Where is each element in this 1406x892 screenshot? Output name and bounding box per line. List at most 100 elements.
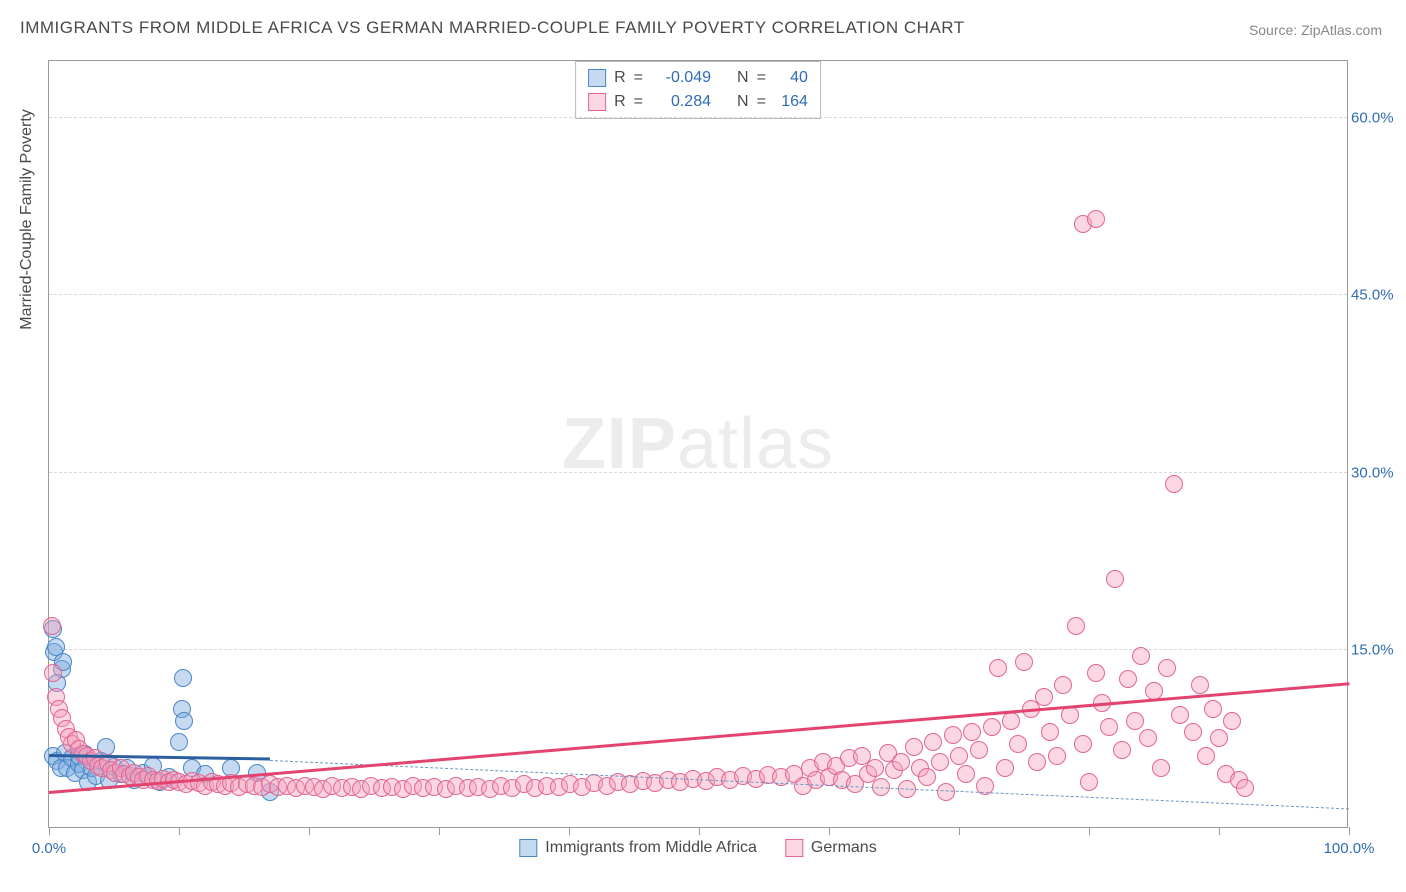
scatter-point [1158, 659, 1176, 677]
scatter-point [1119, 670, 1137, 688]
scatter-point [931, 753, 949, 771]
stat-n-symbol: N [737, 90, 749, 114]
chart-plot-area: ZIPatlas R = -0.049 N = 40 R = 0.284 N =… [48, 60, 1348, 828]
scatter-point [1171, 706, 1189, 724]
scatter-point [1087, 664, 1105, 682]
x-tick [829, 827, 830, 835]
scatter-point [1041, 723, 1059, 741]
stat-r-value: -0.049 [651, 66, 711, 90]
scatter-point [1015, 653, 1033, 671]
stat-n-value: 40 [774, 66, 808, 90]
scatter-point [866, 759, 884, 777]
scatter-point [989, 659, 1007, 677]
scatter-point [1165, 475, 1183, 493]
bottom-legend: Immigrants from Middle Africa Germans [519, 839, 876, 857]
scatter-point [170, 733, 188, 751]
x-tick [309, 827, 310, 835]
x-tick [1089, 827, 1090, 835]
y-axis-label: Married-Couple Family Poverty [18, 109, 36, 330]
chart-title: IMMIGRANTS FROM MIDDLE AFRICA VS GERMAN … [20, 18, 965, 38]
scatter-point [1191, 676, 1209, 694]
scatter-point [174, 669, 192, 687]
x-tick [439, 827, 440, 835]
stat-n-symbol: N [737, 66, 749, 90]
scatter-point [1126, 712, 1144, 730]
correlation-stats-box: R = -0.049 N = 40 R = 0.284 N = 164 [575, 61, 821, 119]
scatter-point [1035, 688, 1053, 706]
scatter-point [1054, 676, 1072, 694]
scatter-point [918, 768, 936, 786]
x-tick [179, 827, 180, 835]
scatter-point [1048, 747, 1066, 765]
scatter-point [924, 733, 942, 751]
stats-row: R = -0.049 N = 40 [588, 66, 808, 90]
scatter-point [1028, 753, 1046, 771]
scatter-point [1113, 741, 1131, 759]
y-tick-label: 45.0% [1351, 287, 1406, 304]
scatter-point [892, 753, 910, 771]
scatter-point [957, 765, 975, 783]
stats-row: R = 0.284 N = 164 [588, 90, 808, 114]
swatch-series-a [519, 839, 537, 857]
scatter-point [1067, 617, 1085, 635]
scatter-point [43, 617, 61, 635]
stat-r-value: 0.284 [651, 90, 711, 114]
scatter-point [175, 712, 193, 730]
scatter-point [1106, 570, 1124, 588]
scatter-point [1087, 210, 1105, 228]
x-tick [1219, 827, 1220, 835]
source-prefix: Source: [1249, 22, 1301, 38]
scatter-point [1204, 700, 1222, 718]
y-tick-label: 30.0% [1351, 464, 1406, 481]
scatter-point [1152, 759, 1170, 777]
stat-eq: = [757, 66, 766, 90]
stat-r-symbol: R [614, 90, 626, 114]
x-tick [569, 827, 570, 835]
scatter-point [1074, 735, 1092, 753]
x-tick [959, 827, 960, 835]
scatter-point [1223, 712, 1241, 730]
gridline [49, 649, 1347, 650]
legend-item: Immigrants from Middle Africa [519, 839, 757, 857]
scatter-point [44, 664, 62, 682]
legend-label: Immigrants from Middle Africa [545, 839, 757, 857]
x-tick-label-max: 100.0% [1324, 840, 1375, 857]
watermark: ZIPatlas [562, 403, 834, 485]
gridline [49, 472, 1347, 473]
scatter-point [950, 747, 968, 765]
gridline [49, 117, 1347, 118]
stat-eq: = [757, 90, 766, 114]
scatter-point [1210, 729, 1228, 747]
scatter-point [1184, 723, 1202, 741]
source-attribution: Source: ZipAtlas.com [1249, 22, 1382, 38]
scatter-point [1197, 747, 1215, 765]
stat-r-symbol: R [614, 66, 626, 90]
x-tick [49, 827, 50, 835]
y-tick-label: 15.0% [1351, 641, 1406, 658]
x-tick [699, 827, 700, 835]
scatter-point [905, 738, 923, 756]
scatter-point [1236, 779, 1254, 797]
scatter-point [1009, 735, 1027, 753]
swatch-series-a [588, 69, 606, 87]
y-tick-label: 60.0% [1351, 110, 1406, 127]
scatter-point [983, 718, 1001, 736]
gridline [49, 294, 1347, 295]
scatter-point [1132, 647, 1150, 665]
stat-n-value: 164 [774, 90, 808, 114]
stat-eq: = [634, 90, 643, 114]
swatch-series-b [785, 839, 803, 857]
swatch-series-b [588, 93, 606, 111]
scatter-point [944, 726, 962, 744]
stat-eq: = [634, 66, 643, 90]
scatter-point [1139, 729, 1157, 747]
scatter-point [1002, 712, 1020, 730]
scatter-point [1080, 773, 1098, 791]
legend-item: Germans [785, 839, 877, 857]
x-tick-label-min: 0.0% [32, 840, 66, 857]
scatter-point [1100, 718, 1118, 736]
scatter-point [970, 741, 988, 759]
scatter-point [996, 759, 1014, 777]
source-name: ZipAtlas.com [1301, 22, 1382, 38]
scatter-point [963, 723, 981, 741]
